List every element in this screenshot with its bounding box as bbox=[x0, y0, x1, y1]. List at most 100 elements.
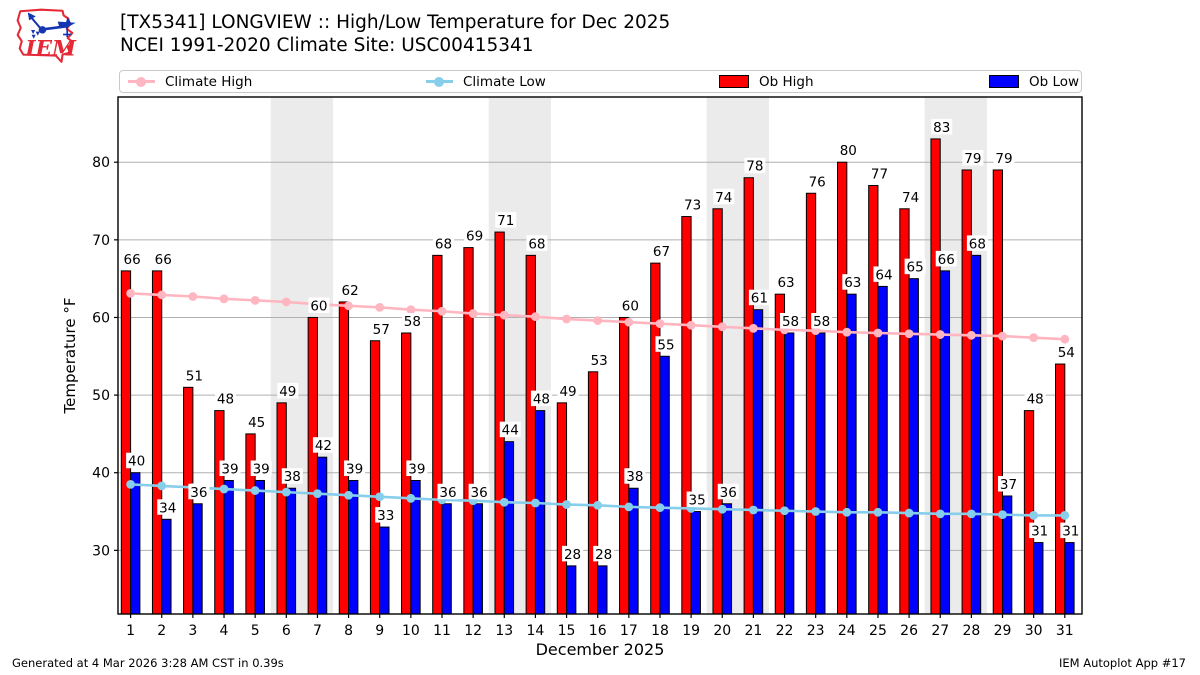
svg-text:4: 4 bbox=[220, 623, 229, 639]
svg-text:29: 29 bbox=[994, 623, 1012, 639]
svg-text:58: 58 bbox=[813, 314, 830, 330]
svg-text:27: 27 bbox=[931, 623, 949, 639]
svg-text:74: 74 bbox=[715, 190, 732, 206]
svg-text:80: 80 bbox=[840, 143, 857, 159]
svg-text:70: 70 bbox=[92, 233, 110, 249]
svg-text:54: 54 bbox=[1058, 345, 1075, 361]
legend: Climate High Climate Low Ob High Ob Low bbox=[119, 70, 1082, 93]
svg-text:58: 58 bbox=[782, 314, 799, 330]
svg-text:26: 26 bbox=[900, 623, 918, 639]
svg-text:51: 51 bbox=[186, 368, 203, 384]
legend-item-ob-high: Ob High bbox=[719, 71, 814, 92]
iem-logo: IEM bbox=[16, 8, 77, 63]
svg-text:12: 12 bbox=[464, 623, 482, 639]
svg-text:16: 16 bbox=[589, 623, 607, 639]
svg-text:39: 39 bbox=[408, 461, 425, 477]
svg-text:73: 73 bbox=[684, 198, 701, 214]
app-credit: IEM Autoplot App #17 bbox=[1058, 656, 1186, 670]
svg-text:33: 33 bbox=[377, 508, 394, 524]
legend-item-ob-low: Ob Low bbox=[989, 71, 1079, 92]
svg-text:31: 31 bbox=[1056, 623, 1074, 639]
svg-text:48: 48 bbox=[217, 392, 234, 408]
svg-text:11: 11 bbox=[433, 623, 451, 639]
svg-text:25: 25 bbox=[869, 623, 887, 639]
svg-text:37: 37 bbox=[1000, 477, 1017, 493]
svg-text:50: 50 bbox=[92, 388, 110, 404]
climate-low-line-marker bbox=[426, 76, 453, 87]
svg-text:28: 28 bbox=[564, 547, 581, 563]
svg-text:76: 76 bbox=[809, 174, 826, 190]
weather-vane-icon bbox=[27, 12, 76, 39]
svg-text:79: 79 bbox=[964, 151, 981, 167]
svg-text:57: 57 bbox=[373, 322, 390, 338]
svg-text:31: 31 bbox=[1062, 524, 1079, 540]
svg-text:79: 79 bbox=[995, 151, 1012, 167]
svg-text:68: 68 bbox=[969, 236, 986, 252]
svg-text:10: 10 bbox=[402, 623, 420, 639]
svg-text:68: 68 bbox=[528, 236, 545, 252]
svg-text:71: 71 bbox=[497, 213, 514, 229]
page-subtitle: NCEI 1991-2020 Climate Site: USC00415341 bbox=[120, 35, 534, 56]
svg-text:45: 45 bbox=[248, 415, 265, 431]
svg-text:61: 61 bbox=[751, 291, 768, 307]
svg-text:December 2025: December 2025 bbox=[536, 640, 665, 659]
chart-header: [TX5341] LONGVIEW :: High/Low Temperatur… bbox=[120, 11, 670, 57]
svg-text:42: 42 bbox=[315, 438, 332, 454]
svg-text:69: 69 bbox=[466, 229, 483, 245]
svg-text:Temperature °F: Temperature °F bbox=[61, 298, 79, 415]
ob-low-swatch bbox=[989, 75, 1019, 88]
svg-text:39: 39 bbox=[253, 461, 270, 477]
svg-text:34: 34 bbox=[159, 500, 176, 516]
svg-text:28: 28 bbox=[962, 623, 980, 639]
legend-item-climate-low: Climate Low bbox=[426, 71, 546, 92]
svg-text:38: 38 bbox=[626, 469, 643, 485]
svg-text:83: 83 bbox=[933, 120, 950, 136]
svg-text:68: 68 bbox=[435, 236, 452, 252]
svg-text:63: 63 bbox=[777, 275, 794, 291]
svg-text:22: 22 bbox=[776, 623, 794, 639]
svg-text:60: 60 bbox=[92, 310, 110, 326]
svg-text:60: 60 bbox=[310, 298, 327, 314]
svg-text:66: 66 bbox=[155, 252, 172, 268]
ob-high-swatch bbox=[719, 75, 749, 88]
svg-text:40: 40 bbox=[128, 454, 145, 470]
svg-text:63: 63 bbox=[844, 275, 861, 291]
svg-text:53: 53 bbox=[591, 353, 608, 369]
svg-text:30: 30 bbox=[92, 543, 110, 559]
svg-text:48: 48 bbox=[1027, 392, 1044, 408]
svg-text:44: 44 bbox=[502, 423, 519, 439]
svg-text:35: 35 bbox=[689, 493, 706, 509]
svg-text:14: 14 bbox=[527, 623, 545, 639]
svg-text:17: 17 bbox=[620, 623, 638, 639]
svg-text:1: 1 bbox=[126, 623, 135, 639]
svg-text:74: 74 bbox=[902, 190, 919, 206]
legend-item-climate-high: Climate High bbox=[128, 71, 252, 92]
svg-text:28: 28 bbox=[595, 547, 612, 563]
generated-timestamp: Generated at 4 Mar 2026 3:28 AM CST in 0… bbox=[12, 656, 284, 670]
svg-text:31: 31 bbox=[1031, 524, 1048, 540]
svg-text:60: 60 bbox=[622, 298, 639, 314]
svg-text:55: 55 bbox=[657, 337, 674, 353]
svg-text:8: 8 bbox=[344, 623, 353, 639]
svg-text:36: 36 bbox=[720, 485, 737, 501]
svg-text:66: 66 bbox=[938, 252, 955, 268]
svg-text:5: 5 bbox=[251, 623, 260, 639]
svg-text:78: 78 bbox=[746, 159, 763, 175]
svg-text:18: 18 bbox=[651, 623, 669, 639]
svg-text:62: 62 bbox=[341, 283, 358, 299]
svg-text:2: 2 bbox=[157, 623, 166, 639]
svg-text:65: 65 bbox=[907, 260, 924, 276]
svg-text:36: 36 bbox=[439, 485, 456, 501]
svg-text:66: 66 bbox=[124, 252, 141, 268]
svg-text:6: 6 bbox=[282, 623, 291, 639]
svg-text:48: 48 bbox=[533, 392, 550, 408]
svg-text:39: 39 bbox=[346, 461, 363, 477]
legend-label: Climate Low bbox=[463, 73, 546, 90]
svg-text:24: 24 bbox=[838, 623, 856, 639]
svg-text:49: 49 bbox=[279, 384, 296, 400]
svg-text:20: 20 bbox=[713, 623, 731, 639]
svg-text:21: 21 bbox=[744, 623, 762, 639]
svg-text:49: 49 bbox=[559, 384, 576, 400]
svg-text:3: 3 bbox=[188, 623, 197, 639]
